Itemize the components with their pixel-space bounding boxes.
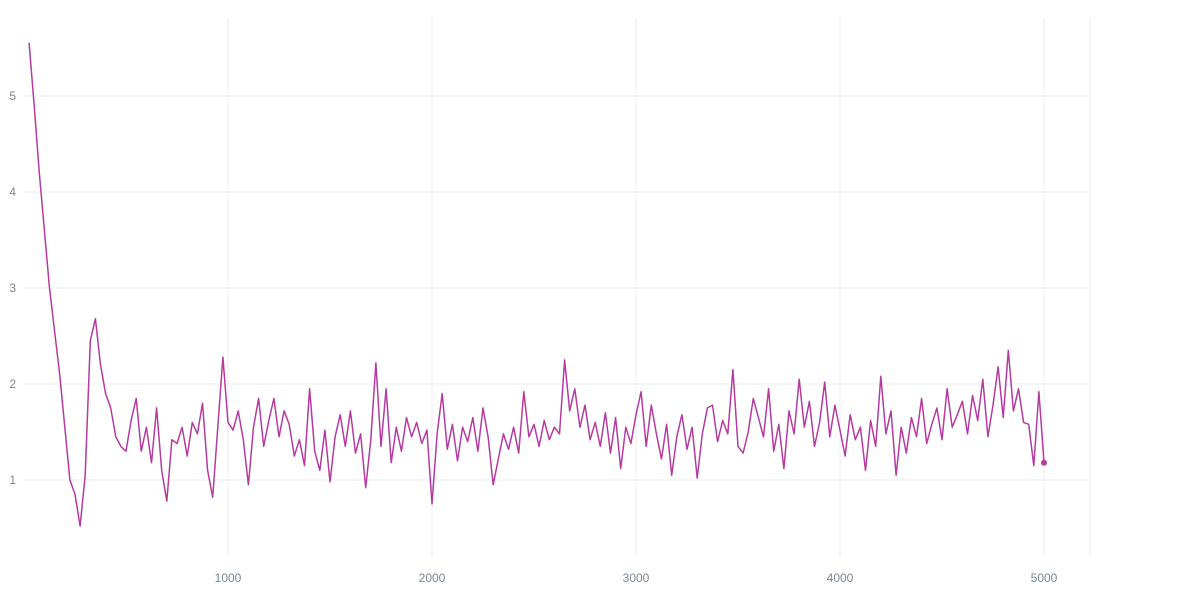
series-endpoint-dot[interactable] [1041, 459, 1047, 466]
x-tick-label: 3000 [623, 571, 650, 585]
x-tick-label: 5000 [1031, 571, 1058, 585]
y-tick-label: 3 [9, 281, 16, 295]
loss-curve[interactable] [28, 42, 1045, 527]
x-tick-label: 1000 [215, 571, 242, 585]
y-tick-label: 2 [9, 377, 16, 391]
y-tick-label: 5 [9, 89, 16, 103]
x-tick-label: 4000 [827, 571, 854, 585]
x-tick-label: 2000 [419, 571, 446, 585]
y-tick-label: 1 [9, 473, 16, 487]
y-tick-label: 4 [9, 185, 16, 199]
